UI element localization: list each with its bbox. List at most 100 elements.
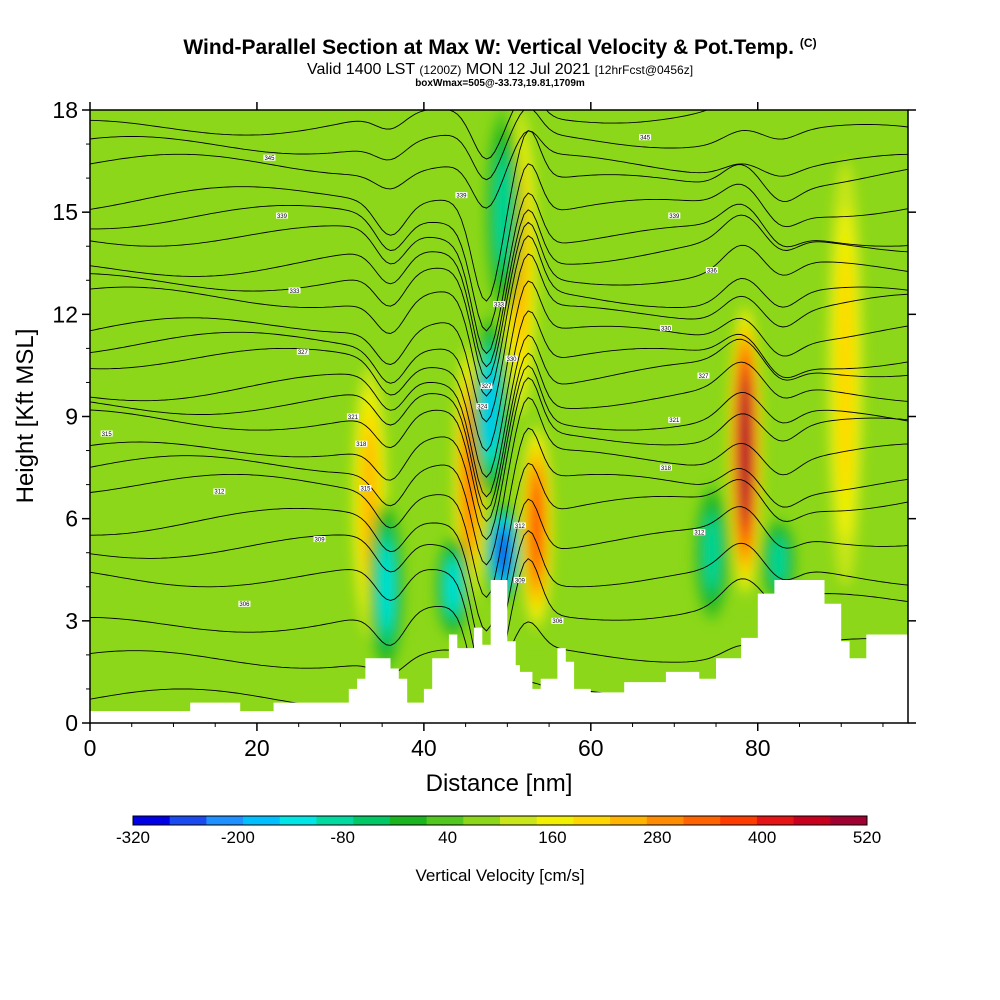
isentrope-line bbox=[90, 130, 908, 209]
downdraft-shape bbox=[381, 545, 392, 628]
isentrope-label-text: 315 bbox=[102, 432, 113, 438]
colorbar-segment bbox=[720, 816, 758, 825]
valid-time-line: Valid 1400 LST (1200Z) MON 12 Jul 2021 [… bbox=[0, 61, 1000, 79]
downdraft-shape bbox=[705, 517, 718, 588]
colorbar-segment bbox=[573, 816, 611, 825]
isentrope-label: 330 bbox=[659, 324, 672, 332]
downdraft-shape bbox=[772, 539, 785, 584]
isentrope-line bbox=[90, 352, 908, 510]
isentrope-label-box bbox=[513, 522, 526, 529]
downdraft-shape bbox=[499, 531, 507, 575]
colorbar-segment bbox=[389, 816, 428, 825]
isentrope-label-box bbox=[275, 212, 288, 219]
isentrope-label-text: 315 bbox=[360, 486, 371, 492]
isentrope-label-box bbox=[639, 134, 652, 141]
isentrope-label-box bbox=[705, 267, 718, 274]
isentrope-label-box bbox=[668, 212, 681, 219]
terrain-mask bbox=[90, 580, 908, 723]
isentrope-labels: 315 312 345 339 333 327 306 309 321 318 315 339 333 3… bbox=[100, 134, 718, 625]
colorbar-segment bbox=[426, 816, 464, 825]
y-tick-label: 9 bbox=[65, 404, 78, 430]
colorbar-segment bbox=[646, 816, 684, 825]
colorbar-tick-label: -80 bbox=[330, 828, 355, 847]
isentrope-label-box bbox=[476, 403, 489, 410]
isentrope-label-box bbox=[100, 430, 113, 437]
updraft-shape bbox=[465, 411, 475, 541]
forecast-info: [12hrFcst@0456z] bbox=[594, 63, 694, 77]
isentrope-label: 312 bbox=[213, 488, 226, 496]
isentrope-label-box bbox=[693, 529, 706, 536]
isentrope-line bbox=[90, 310, 908, 478]
isentrope-label: 306 bbox=[551, 617, 564, 625]
y-tick-label: 15 bbox=[52, 199, 78, 225]
colorbar-segment bbox=[353, 816, 391, 825]
isentrope-line bbox=[90, 130, 908, 302]
isentrope-label-text: 339 bbox=[456, 193, 467, 199]
isentrope-label-text: 309 bbox=[315, 537, 326, 543]
isentrope-label-text: 339 bbox=[669, 214, 680, 220]
colorbar-segment bbox=[756, 816, 795, 825]
x-tick-label: 40 bbox=[411, 735, 437, 761]
isentrope-line bbox=[90, 253, 908, 423]
colorbar-segment bbox=[243, 816, 281, 825]
colorbar-frame bbox=[132, 815, 868, 826]
isentrope-line bbox=[90, 427, 908, 598]
colorbar-segment bbox=[683, 816, 721, 825]
isentrope-label: 333 bbox=[493, 301, 505, 308]
isentrope-label-text: 312 bbox=[214, 490, 225, 496]
isentrope-label: 315 bbox=[100, 430, 113, 438]
isentrope-label-text: 345 bbox=[264, 156, 275, 162]
isentrope-line bbox=[90, 235, 908, 397]
y-tick-label: 12 bbox=[52, 301, 78, 327]
isentrope-line bbox=[90, 110, 709, 160]
isentrope-label-box bbox=[513, 576, 526, 583]
copyright-mark: (C) bbox=[799, 36, 817, 50]
x-tick-label: 0 bbox=[84, 735, 97, 761]
colorbar: -320 -200 -80 40 160 280 400 520 bbox=[116, 815, 881, 847]
isentrope-label-box bbox=[359, 485, 372, 492]
isentrope-label-box bbox=[263, 154, 276, 161]
isentrope-line bbox=[90, 110, 908, 181]
isentrope-label: 318 bbox=[659, 464, 672, 472]
x-tick-label: 60 bbox=[578, 735, 604, 761]
isentrope-line bbox=[90, 209, 908, 368]
isentrope-label-box bbox=[355, 440, 368, 447]
y-tick-label: 3 bbox=[65, 608, 78, 634]
isentrope-label: 309 bbox=[513, 576, 526, 584]
isentrope-label: 345 bbox=[263, 154, 276, 162]
colorbar-tick-label: 520 bbox=[853, 828, 881, 847]
x-tick-label: 80 bbox=[745, 735, 771, 761]
y-tick-label: 18 bbox=[52, 97, 78, 123]
isentrope-label-box bbox=[659, 324, 672, 331]
isentrope-label-box bbox=[288, 287, 301, 294]
valid-date: MON 12 Jul 2021 bbox=[465, 61, 591, 78]
isentrope-label-text: 336 bbox=[707, 268, 718, 274]
colorbar-tick-label: 160 bbox=[538, 828, 566, 847]
isentrope-label: 336 bbox=[705, 267, 718, 274]
colorbar-segment bbox=[463, 816, 501, 825]
colorbar-segment bbox=[206, 816, 244, 825]
updraft-shape bbox=[838, 253, 853, 495]
isentrope-label-text: 312 bbox=[515, 524, 526, 530]
isentrope-label: 345 bbox=[639, 134, 652, 142]
isentrope-label-text: 306 bbox=[239, 602, 250, 608]
isentrope-label-text: 327 bbox=[481, 384, 492, 390]
isentrope-label: 321 bbox=[346, 413, 359, 421]
y-axis-label: Height [Kft MSL] bbox=[12, 329, 39, 504]
colorbar-segment bbox=[793, 816, 831, 825]
isentrope-label: 330 bbox=[505, 355, 518, 363]
axes: 0 20 40 60 80 0 3 6 9 12 15 18 bbox=[52, 97, 916, 761]
colorbar-segment bbox=[610, 816, 648, 825]
isentrope-label: 324 bbox=[476, 403, 489, 411]
chart-title-text: Wind-Parallel Section at Max W: Vertical… bbox=[183, 36, 794, 59]
isentrope-label: 312 bbox=[513, 522, 526, 530]
isentrope-label-text: 312 bbox=[694, 531, 705, 537]
colorbar-segment bbox=[536, 816, 574, 825]
isentrope-line bbox=[90, 377, 908, 541]
box-max-info: boxWmax=505@-33.73,19.81,1709m bbox=[415, 78, 585, 89]
isentrope-label-text: 345 bbox=[640, 136, 651, 142]
isentrope-label-text: 327 bbox=[298, 350, 309, 356]
isentrope-line bbox=[90, 221, 908, 380]
isentrope-label: 312 bbox=[693, 529, 706, 537]
